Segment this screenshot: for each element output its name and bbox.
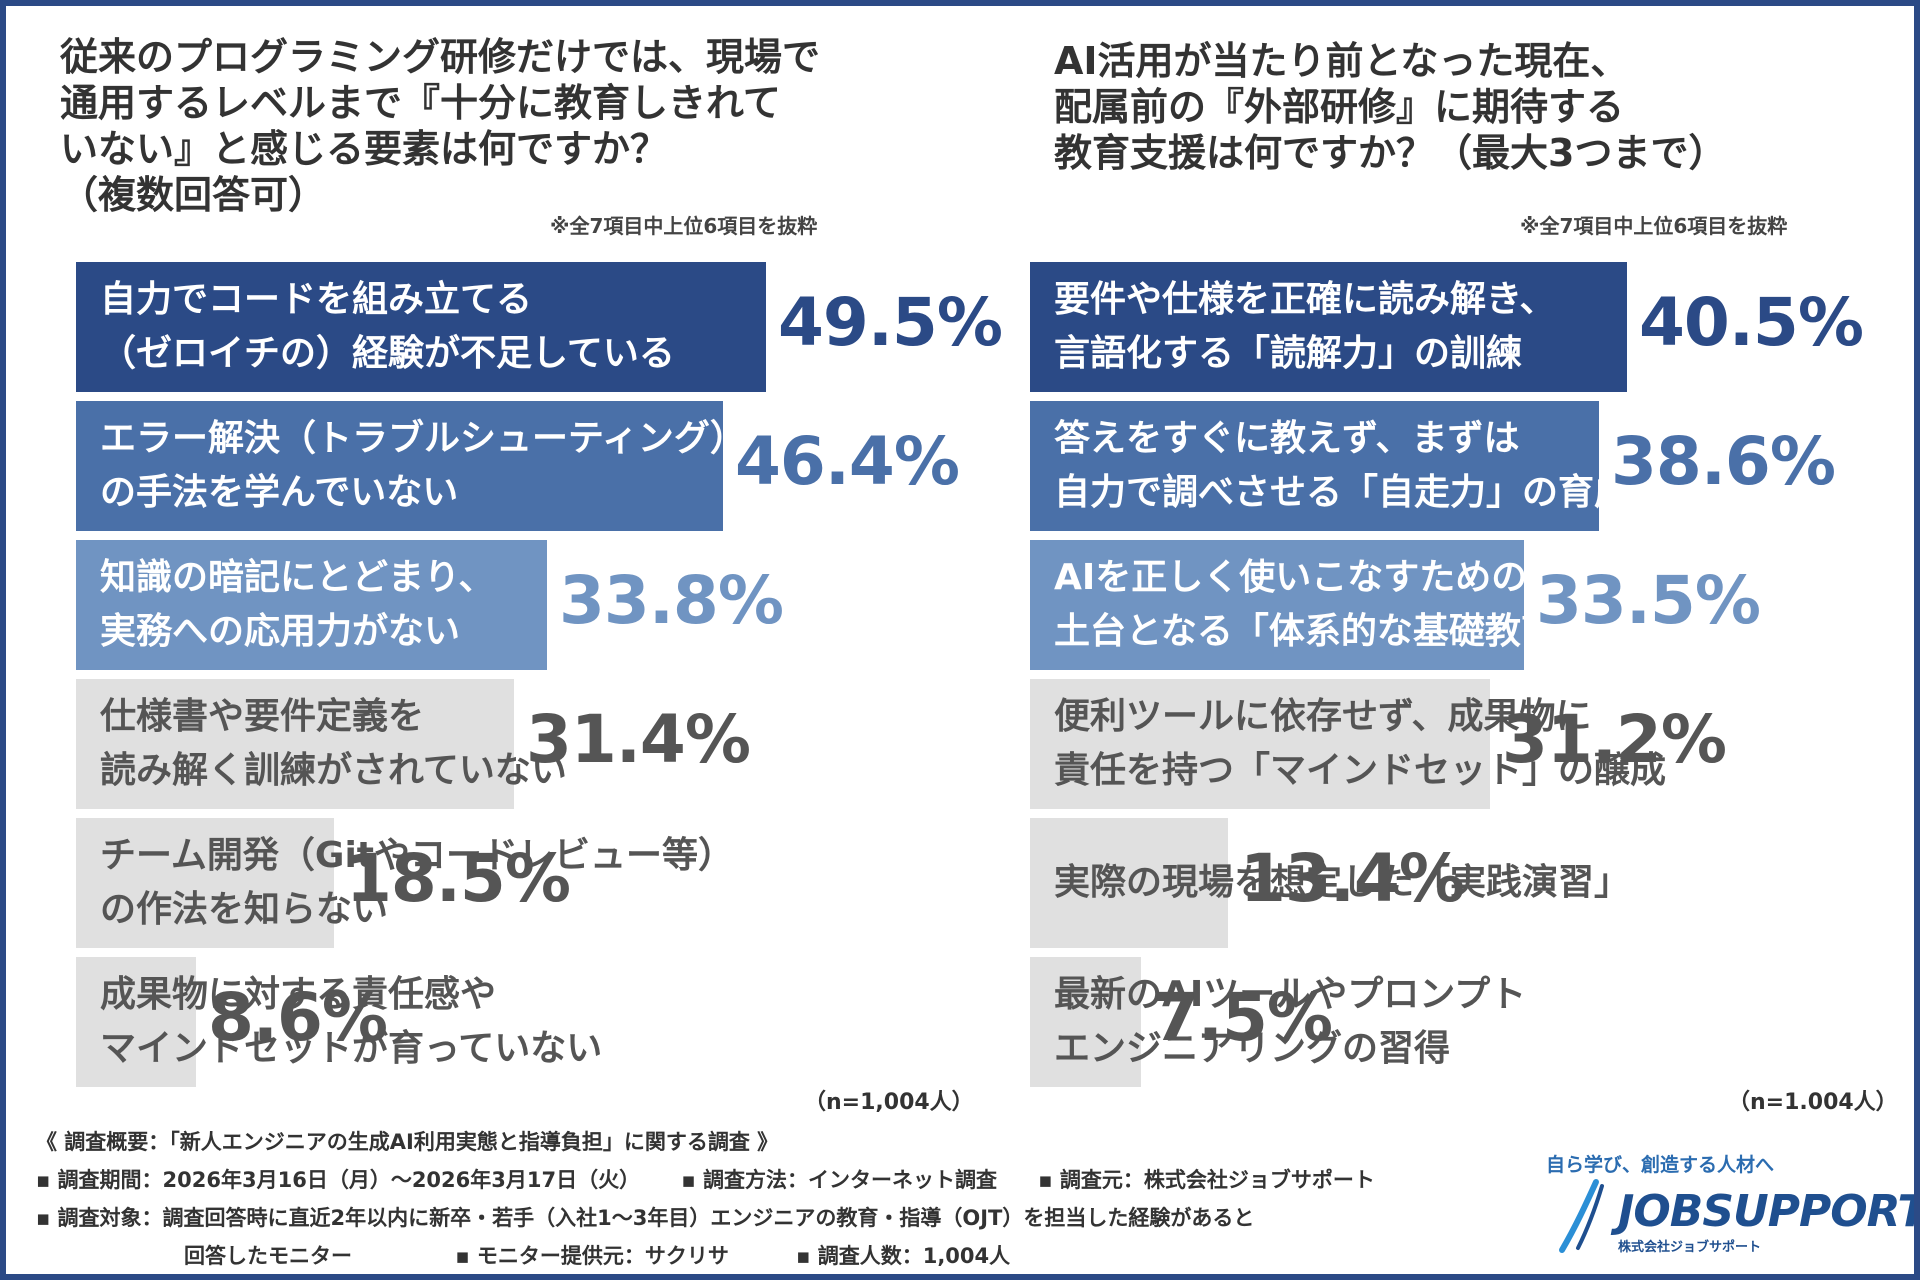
left-question-title: 従来のプログラミング研修だけでは、現場で 通用するレベルまで『十分に教育しきれて… (60, 35, 821, 217)
bar-row (76, 262, 766, 392)
bar-category-label: 最新のAIツールやプロンプト エンジニアリングの習得 (1054, 974, 1527, 1069)
bar-value-label: 40.5% (1639, 284, 1864, 361)
bar-value-label: 31.2% (1502, 701, 1727, 778)
logo-tagline: 自ら学び、創造する人材へ (1546, 1154, 1775, 1176)
bar-value-label: 13.4% (1240, 840, 1465, 917)
bar-value-label: 49.5% (778, 284, 1003, 361)
right-sample-size: （n=1.004人） (1728, 1090, 1898, 1115)
bar-row (1030, 679, 1490, 809)
bar-value-label: 18.5% (346, 840, 571, 917)
bar-row (76, 540, 547, 670)
bar-row (76, 401, 723, 531)
bar-row (1030, 957, 1141, 1087)
bar-row (1030, 401, 1599, 531)
survey-count: ▪ 調査人数：1,004人 (796, 1244, 1011, 1268)
bar-category-label: 実際の現場を想定した「実践演習」 (1054, 862, 1631, 903)
right-question-title: AI活用が当たり前となった現在、 配属前の『外部研修』に期待する 教育支援は何で… (1054, 39, 1727, 175)
bar-row (76, 818, 334, 948)
bar-row (76, 679, 514, 809)
right-note: ※全7項目中上位6項目を抜粋 (1520, 214, 1788, 238)
bar-category-label: 自力でコードを組み立てる （ゼロイチの）経験が不足している (100, 279, 675, 374)
bar-category-label: 便利ツールに依存せず、成果物に 責任を持つ「マインドセット」の醸成 (1054, 696, 1667, 791)
bar-value-label: 31.4% (526, 701, 751, 778)
bar-value-label: 38.6% (1611, 423, 1836, 500)
bar-category-label: チーム開発（Gitやコードレビュー等） の作法を知らない (100, 835, 735, 930)
logo-name: JOBSUPPORT (1618, 1186, 1920, 1237)
logo-company: 株式会社ジョブサポート (1618, 1240, 1762, 1255)
bar-value-label: 33.8% (559, 562, 784, 639)
survey-overview-title: 《 調査概要：「新人エンジニアの生成AI利用実態と指導負担」に関する調査 》 (36, 1130, 779, 1154)
survey-target: ▪ 調査対象：調査回答時に直近2年以内に新卒・若手（入社1～3年目）エンジニアの… (36, 1206, 1255, 1230)
bar-category-label: 成果物に対する責任感や マインドセットが育っていない (100, 974, 603, 1069)
left-sample-size: （n=1,004人） (804, 1090, 974, 1115)
bar-row (1030, 818, 1228, 948)
bar-category-label: 要件や仕様を正確に読み解き、 言語化する「読解力」の訓練 (1054, 279, 1556, 374)
bar-row (76, 957, 196, 1087)
bar-row (1030, 540, 1524, 670)
survey-period: ▪ 調査期間：2026年3月16日（月）～2026年3月17日（火） (36, 1168, 641, 1192)
survey-details-row: ▪ 調査期間：2026年3月16日（月）～2026年3月17日（火） ▪ 調査方… (36, 1164, 1409, 1194)
survey-provider: ▪ モニター提供元：サクリサ (455, 1244, 729, 1268)
jobsupport-logo-icon (1559, 1179, 1604, 1253)
bar-category-label: 知識の暗記にとどまり、 実務への応用力がない (100, 557, 495, 652)
survey-target-row2: 回答したモニター ▪ モニター提供元：サクリサ ▪ 調査人数：1,004人 (184, 1240, 1044, 1270)
bar-category-label: 仕様書や要件定義を 読み解く訓練がされていない (100, 696, 567, 791)
bar-category-label: 答えをすぐに教えず、まずは 自力で調べさせる「自走力」の育成 (1054, 418, 1631, 513)
bar-value-label: 33.5% (1536, 562, 1761, 639)
survey-source: ▪ 調査元：株式会社ジョブサポート (1038, 1168, 1375, 1192)
bar-category-label: AIを正しく使いこなすための 土台となる「体系的な基礎教育」 (1054, 557, 1593, 652)
bar-value-label: 46.4% (735, 423, 960, 500)
bar-row (1030, 262, 1627, 392)
survey-target-cont: 回答したモニター (184, 1244, 352, 1268)
bar-category-label: エラー解決（トラブルシューティング） の手法を学んでいない (100, 418, 746, 513)
left-note: ※全7項目中上位6項目を抜粋 (550, 214, 818, 238)
bar-value-label: 8.6% (208, 979, 388, 1056)
survey-method: ▪ 調査方法：インターネット調査 (681, 1168, 997, 1192)
bar-value-label: 7.5% (1153, 979, 1333, 1056)
